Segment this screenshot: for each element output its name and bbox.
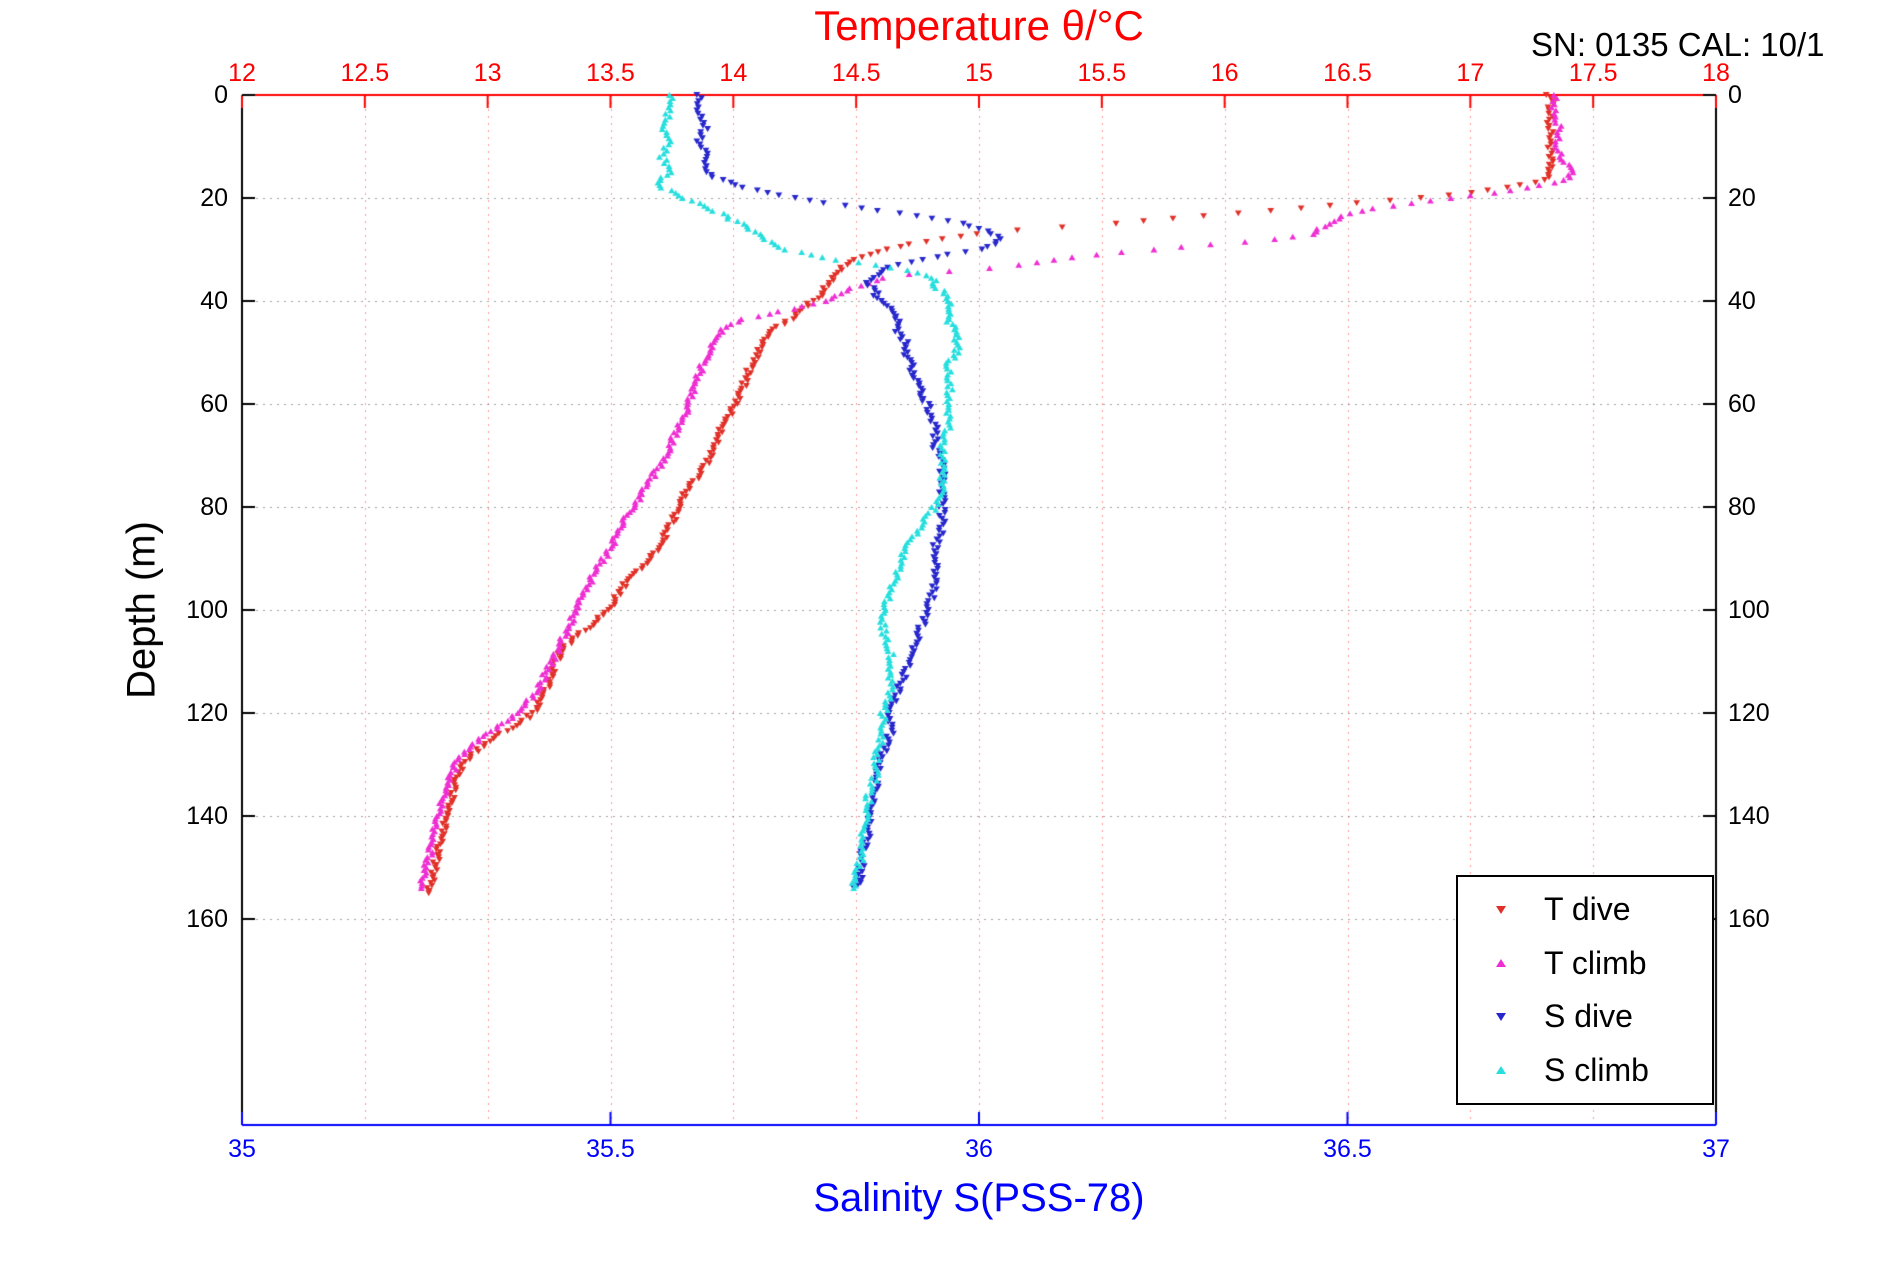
- serial-cal-annotation: SN: 0135 CAL: 10/1: [1531, 26, 1825, 63]
- legend-item-t-dive: T dive: [1458, 885, 1712, 935]
- temperature-tick-label: 17.5: [1568, 59, 1618, 87]
- depth-tick-label-left: 20: [200, 184, 228, 212]
- triangle-up-icon: [1458, 959, 1544, 968]
- chart-title: Temperature θ/°C: [814, 2, 1144, 49]
- triangle-down-icon: [1458, 905, 1544, 914]
- salinity-tick-label: 37: [1702, 1135, 1730, 1163]
- legend-label: S climb: [1544, 1051, 1649, 1088]
- salinity-tick-label: 35: [228, 1135, 256, 1163]
- temperature-tick-label: 17: [1456, 59, 1485, 87]
- temperature-tick-label: 13.5: [586, 59, 635, 87]
- depth-tick-label-right: 80: [1728, 493, 1756, 521]
- depth-tick-label-left: 80: [200, 493, 228, 521]
- depth-tick-label-right: 0: [1728, 81, 1742, 109]
- triangle-up-icon: [1458, 1066, 1544, 1075]
- depth-tick-label-left: 100: [186, 596, 228, 624]
- legend-item-s-dive: S dive: [1458, 992, 1712, 1042]
- depth-tick-label-right: 140: [1728, 802, 1770, 830]
- depth-tick-label-right: 160: [1728, 905, 1770, 933]
- temperature-tick-label: 12: [228, 59, 256, 87]
- temperature-tick-label: 15: [965, 59, 993, 87]
- temperature-tick-label: 18: [1702, 59, 1730, 87]
- depth-tick-label-left: 120: [186, 699, 228, 727]
- legend-label: T dive: [1544, 891, 1631, 928]
- legend-item-t-climb: T climb: [1458, 938, 1712, 988]
- depth-tick-label-right: 120: [1728, 699, 1770, 727]
- depth-tick-label-left: 140: [186, 802, 228, 830]
- triangle-down-icon: [1458, 1012, 1544, 1021]
- x-axis-label-bottom: Salinity S(PSS-78): [813, 1176, 1145, 1220]
- depth-tick-label-left: 60: [200, 390, 228, 418]
- depth-tick-label-right: 40: [1728, 287, 1756, 315]
- temperature-tick-label: 14.5: [831, 59, 881, 87]
- legend-label: S dive: [1544, 998, 1633, 1035]
- temperature-tick-label: 16: [1210, 59, 1239, 87]
- temperature-tick-label: 12.5: [340, 59, 390, 87]
- depth-tick-label-left: 40: [200, 287, 228, 315]
- depth-tick-label-left: 160: [186, 905, 228, 933]
- depth-tick-label-right: 20: [1728, 184, 1756, 212]
- temperature-tick-label: 16.5: [1323, 59, 1372, 87]
- salinity-tick-label: 36.5: [1323, 1135, 1372, 1163]
- legend: T dive T climb S dive S climb: [1456, 875, 1714, 1105]
- temperature-tick-label: 13: [473, 59, 502, 87]
- legend-item-s-climb: S climb: [1458, 1045, 1712, 1095]
- depth-tick-label-right: 60: [1728, 390, 1756, 418]
- legend-label: T climb: [1544, 944, 1647, 981]
- salinity-tick-label: 36: [965, 1135, 993, 1163]
- temperature-tick-label: 14: [719, 59, 748, 87]
- salinity-tick-label: 35.5: [586, 1135, 635, 1163]
- temperature-tick-label: 15.5: [1077, 59, 1127, 87]
- depth-tick-label-right: 100: [1728, 596, 1770, 624]
- depth-tick-label-left: 0: [214, 81, 228, 109]
